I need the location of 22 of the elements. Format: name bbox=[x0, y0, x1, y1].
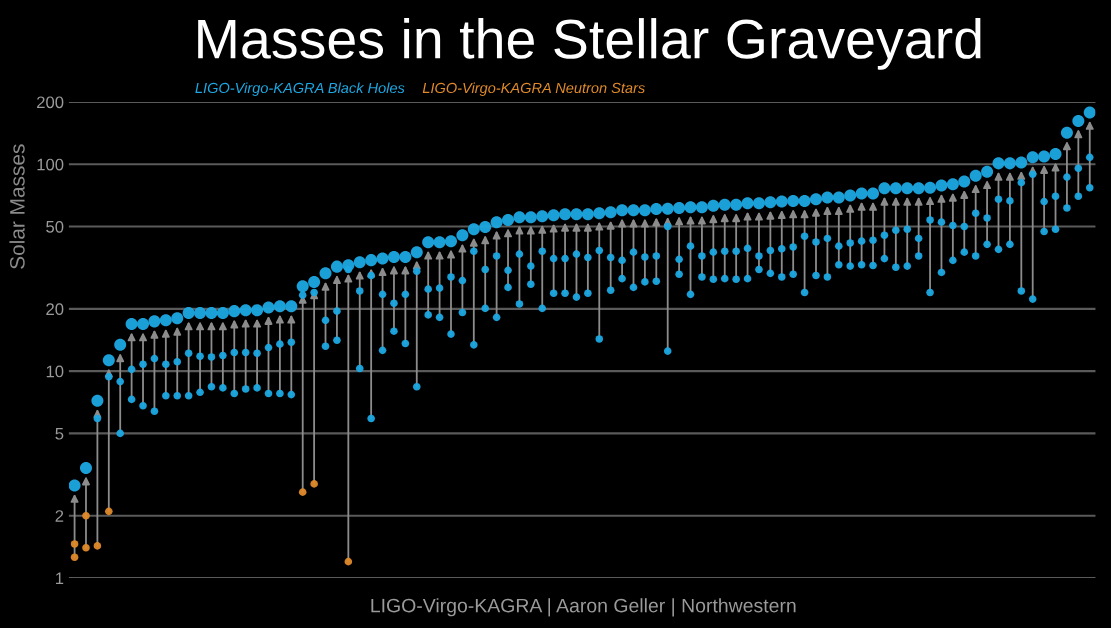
y-tick-label: 2 bbox=[55, 510, 64, 522]
y-tick-label: 100 bbox=[37, 158, 64, 171]
chart-title: Masses in the Stellar Graveyard bbox=[198, 18, 981, 70]
point bbox=[82, 543, 90, 552]
y-tick-label: 20 bbox=[46, 303, 64, 316]
point bbox=[70, 540, 79, 548]
text: LIGO-Virgo-KAGRA Black Holes bbox=[195, 82, 405, 96]
point bbox=[93, 542, 102, 550]
point bbox=[310, 480, 318, 488]
y-tick-label: 200 bbox=[37, 96, 64, 109]
y-axis-title: Solar Masses bbox=[9, 144, 25, 269]
point bbox=[298, 488, 307, 496]
text: LIGO-Virgo-KAGRA Neutron Stars bbox=[422, 82, 645, 96]
point bbox=[70, 553, 79, 562]
y-tick-label: 10 bbox=[46, 365, 64, 378]
point bbox=[82, 511, 90, 520]
y-tick-label: 1 bbox=[56, 572, 64, 585]
y-tick-label: 5 bbox=[55, 427, 64, 440]
point bbox=[344, 557, 353, 566]
y-tick-label: 50 bbox=[46, 220, 64, 233]
point bbox=[105, 507, 113, 516]
text: LIGO-Virgo-KAGRA | Aaron Geller | Northwestern bbox=[371, 598, 796, 617]
